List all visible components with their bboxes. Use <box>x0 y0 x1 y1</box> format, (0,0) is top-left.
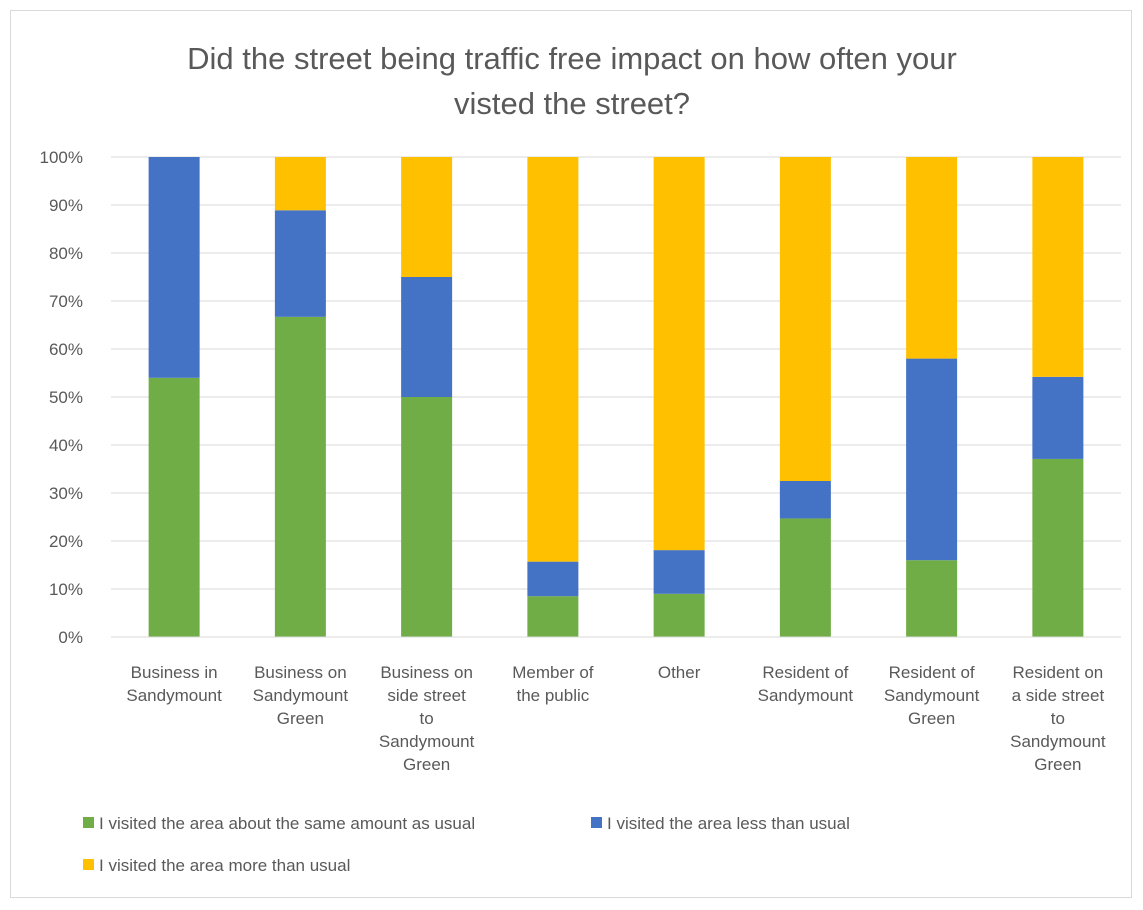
bars <box>148 157 1084 637</box>
legend-swatch <box>591 817 602 828</box>
x-axis-category-labels: Business in Sandymount Business on Sandymou… <box>126 663 1105 774</box>
x-category-label: Business on side street to Sandymount Green <box>379 663 475 774</box>
y-tick-label: 70% <box>49 292 83 311</box>
bar-segment <box>274 210 326 317</box>
chart-title-line-2: visted the street? <box>454 86 690 121</box>
bar-segment <box>1032 376 1084 459</box>
chart-title: Did the street being traffic free impact… <box>187 41 957 121</box>
legend-label: I visited the area more than usual <box>99 856 350 875</box>
bar-segment <box>527 596 579 637</box>
y-tick-label: 80% <box>49 244 83 263</box>
legend-item: I visited the area more than usual <box>83 856 350 875</box>
bar-segment <box>779 157 831 481</box>
bar-segment <box>653 550 705 594</box>
chart-frame: Did the street being traffic free impact… <box>10 10 1132 898</box>
x-category-label: Business in Sandymount <box>126 663 222 705</box>
legend-label: I visited the area about the same amount… <box>99 814 475 833</box>
y-tick-label: 20% <box>49 532 83 551</box>
chart-title-line-1: Did the street being traffic free impact… <box>187 41 957 76</box>
bar-segment <box>906 560 958 637</box>
x-category-label: Resident of Sandymount Green <box>884 663 980 728</box>
x-category-label: Resident of Sandymount <box>758 663 854 705</box>
y-tick-label: 50% <box>49 388 83 407</box>
gridlines <box>111 156 1121 590</box>
x-category-label: Business on Sandymount Green <box>253 663 349 728</box>
bar-segment <box>779 481 831 519</box>
y-tick-label: 30% <box>49 484 83 503</box>
bar-segment <box>527 561 579 597</box>
legend-swatch <box>83 817 94 828</box>
bar-segment <box>779 518 831 637</box>
legend: I visited the area about the same amount… <box>83 814 850 875</box>
y-tick-label: 10% <box>49 580 83 599</box>
bar-segment <box>401 157 453 277</box>
y-axis-tick-labels: 0% 10% 20% 30% 40% 50% 60% 70% 80% 90% 100% <box>40 148 83 647</box>
bar-segment <box>1032 157 1084 377</box>
chart-svg: Did the street being traffic free impact… <box>40 41 1121 875</box>
y-tick-label: 40% <box>49 436 83 455</box>
y-tick-label: 0% <box>58 628 83 647</box>
x-category-label: Resident on a side street to Sandymount Gree… <box>1010 663 1106 774</box>
legend-item: I visited the area less than usual <box>591 814 850 833</box>
y-tick-label: 60% <box>49 340 83 359</box>
legend-label: I visited the area less than usual <box>607 814 850 833</box>
bar-segment <box>401 397 453 637</box>
y-tick-label: 90% <box>49 196 83 215</box>
legend-item: I visited the area about the same amount… <box>83 814 475 833</box>
bar-segment <box>274 157 326 211</box>
x-category-label: Other <box>658 663 701 682</box>
bar-segment <box>906 358 958 561</box>
bar-segment <box>653 157 705 551</box>
bar-segment <box>1032 458 1084 637</box>
bar-segment <box>148 377 200 637</box>
bar-segment <box>653 593 705 637</box>
bar-segment <box>274 316 326 637</box>
bar-segment <box>527 157 579 562</box>
x-category-label: Member of the public <box>512 663 594 705</box>
bar-segment <box>148 157 200 378</box>
y-tick-label: 100% <box>40 148 83 167</box>
bar-segment <box>906 157 958 359</box>
bar-segment <box>401 277 453 397</box>
legend-swatch <box>83 859 94 870</box>
